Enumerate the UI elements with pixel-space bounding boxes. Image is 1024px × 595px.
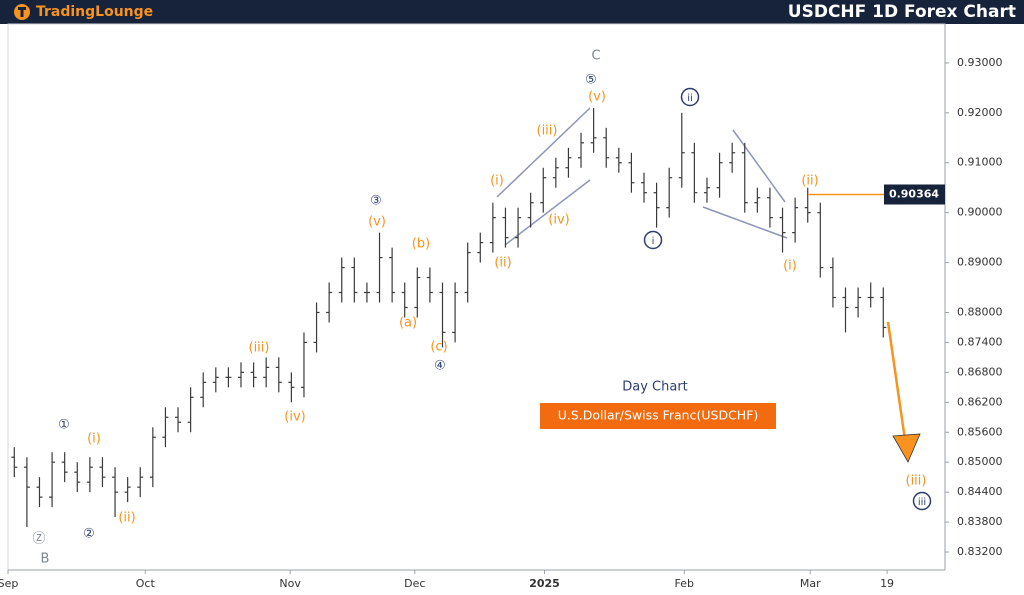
- wave-label-circle: [912, 491, 932, 511]
- x-tick-label: Sep: [0, 577, 18, 590]
- y-tick-label: 0.86800: [957, 365, 1003, 378]
- y-tick-label: 0.88000: [957, 305, 1003, 318]
- wave-label: (i): [87, 432, 101, 447]
- x-tick-label: Nov: [279, 577, 301, 590]
- y-tick-label: 0.87400: [957, 335, 1003, 348]
- wave-label: ③: [370, 194, 382, 209]
- x-tick-label: 19: [880, 577, 894, 590]
- wave-label: Ⓩ: [32, 532, 45, 547]
- x-tick-label: 2025: [529, 577, 560, 590]
- wave-label: (iv): [284, 410, 305, 425]
- y-tick-label: 0.85600: [957, 425, 1003, 438]
- channel-line: [732, 129, 786, 203]
- y-tick-label: 0.83200: [957, 545, 1003, 558]
- wave-label: ⑤: [585, 73, 597, 88]
- y-tick-label: 0.83800: [957, 515, 1003, 528]
- wave-label: (ii): [118, 511, 135, 526]
- wave-label: ①: [58, 418, 70, 433]
- forecast-arrow: [886, 321, 907, 441]
- y-tick-label: 0.89000: [957, 256, 1003, 269]
- wave-label: (ii): [494, 256, 511, 271]
- header-bar: [0, 0, 1024, 24]
- wave-label: (a): [399, 316, 417, 331]
- wave-label: (c): [430, 340, 447, 355]
- x-tick-label: Feb: [675, 577, 694, 590]
- wave-label: ii: [687, 93, 693, 104]
- wave-label: (v): [588, 90, 606, 105]
- wave-label: ②: [83, 527, 95, 542]
- x-tick-label: Dec: [404, 577, 425, 590]
- wave-label: iii: [918, 497, 926, 508]
- wave-label: (v): [368, 215, 386, 230]
- x-tick-label: Mar: [800, 577, 821, 590]
- instrument-label: U.S.Dollar/Swiss Franc(USDCHF): [558, 408, 759, 423]
- wave-label-circle: [643, 230, 663, 250]
- channel-line: [496, 107, 591, 198]
- instrument-box: [540, 403, 776, 429]
- plot-area: [7, 23, 946, 571]
- y-tick-label: 0.84400: [957, 485, 1003, 498]
- wave-label: (iii): [537, 124, 558, 139]
- brand: TradingLounge: [36, 4, 153, 20]
- channel-line: [504, 179, 591, 246]
- wave-label: (i): [783, 259, 797, 274]
- logo-mark: [20, 7, 24, 17]
- y-tick-label: 0.90000: [957, 206, 1003, 219]
- price-label: 0.90364: [889, 187, 939, 200]
- wave-label: i: [652, 236, 655, 247]
- channel-lines: [496, 107, 788, 246]
- y-tick-label: 0.93000: [957, 56, 1003, 69]
- wave-label: C: [591, 49, 600, 64]
- forecast-arrowhead: [892, 433, 921, 463]
- wave-label-circle: [680, 87, 700, 107]
- y-tick-label: 0.91000: [957, 156, 1003, 169]
- wave-label: (i): [490, 174, 504, 189]
- x-tick-label: Oct: [136, 577, 156, 590]
- price-label-box: [884, 184, 945, 205]
- y-tick-label: 0.92000: [957, 106, 1003, 119]
- wave-label: ④: [434, 359, 446, 374]
- y-tick-label: 0.86200: [957, 395, 1003, 408]
- wave-label: (iv): [548, 213, 569, 228]
- subtitle: Day Chart: [622, 380, 688, 395]
- channel-line: [702, 206, 788, 239]
- page-title: USDCHF 1D Forex Chart: [788, 2, 1016, 22]
- wave-label: (iii): [249, 341, 270, 356]
- wave-label: (iii): [906, 474, 927, 489]
- wave-label: (b): [412, 237, 430, 252]
- wave-label: (ii): [801, 174, 818, 189]
- wave-label: B: [41, 552, 50, 567]
- y-tick-label: 0.85000: [957, 455, 1003, 468]
